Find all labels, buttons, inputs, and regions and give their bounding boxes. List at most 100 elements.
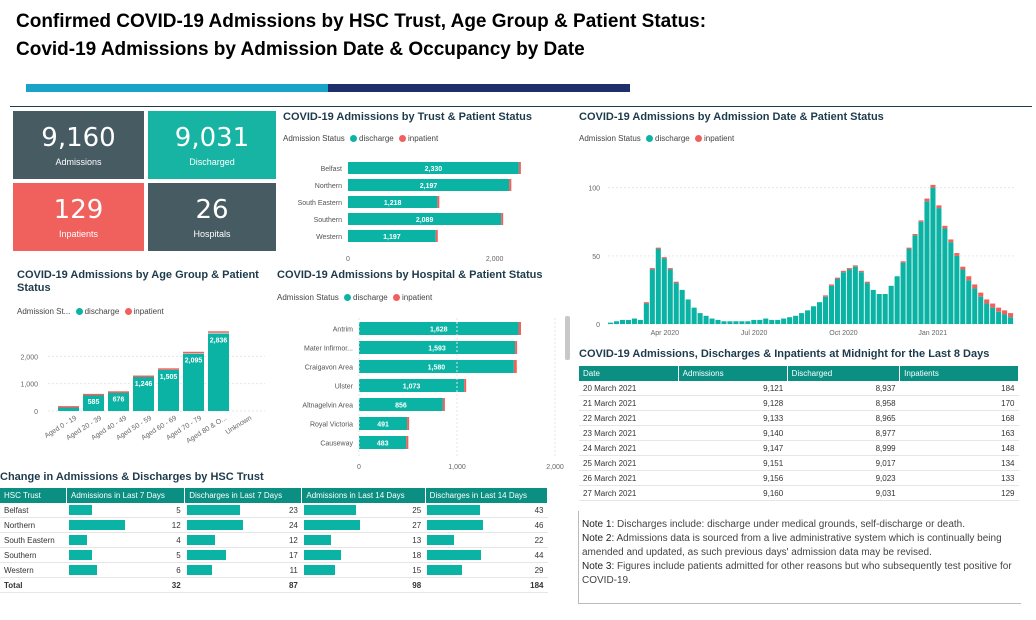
bar-category-label: Unknown	[225, 415, 254, 436]
timeline-chart[interactable]: 0 50 100 Apr 2020 Jul 2020 Oct 2020 Jan 2021	[578, 164, 1024, 342]
kpi-admissions[interactable]: 9,160 Admissions	[13, 111, 144, 179]
notes: Note 1: Discharges include: discharge un…	[582, 518, 1022, 588]
bar-discharge[interactable]	[183, 353, 204, 411]
bar-discharge[interactable]	[359, 417, 408, 430]
table-cell: 25 March 2021	[579, 455, 679, 471]
bar-discharge[interactable]	[58, 407, 79, 411]
discharge-dot-icon	[75, 308, 83, 316]
cell-value: 4	[176, 535, 181, 545]
bar-inpatient[interactable]	[108, 391, 129, 393]
area-bar-discharge	[816, 302, 823, 324]
kpi-discharged[interactable]: 9,031 Discharged	[148, 111, 276, 179]
change-col-header[interactable]: HSC Trust	[0, 488, 67, 503]
area-bar-discharge	[679, 289, 685, 324]
discharge-dot-icon	[344, 294, 352, 302]
legend-discharge: discharge	[84, 307, 120, 316]
note-text: Admissions data is sourced from a live a…	[582, 533, 1002, 558]
area-bar-discharge	[876, 294, 882, 324]
note-text: Discharges include: discharge under medi…	[614, 519, 965, 530]
table-cell: 25	[301, 503, 426, 518]
bar-discharge[interactable]	[359, 341, 516, 354]
area-bar-discharge	[751, 319, 757, 324]
table-cell: 8,965	[787, 410, 900, 426]
hospital-chart[interactable]: Antrim 1,628 Mater Infirmor... 1,593 Craigav…	[275, 314, 565, 472]
daily-col-header[interactable]: Discharged	[787, 366, 901, 381]
bar-inpatient[interactable]	[509, 179, 512, 191]
area-bar-discharge	[846, 269, 852, 324]
daily-col-header[interactable]: Inpatients	[899, 366, 1019, 381]
bar-discharge[interactable]	[83, 395, 104, 411]
bar-inpatient[interactable]	[83, 393, 104, 396]
bar-inpatient[interactable]	[442, 398, 445, 411]
bar-discharge[interactable]	[359, 398, 443, 411]
bar-inpatient[interactable]	[406, 436, 409, 449]
timeline-chart-legend[interactable]: Admission Status discharge inpatient	[579, 134, 734, 143]
table-row: 20 March 2021 9,121 8,937 184	[579, 381, 1019, 396]
trust-chart[interactable]: Belfast 2,330 Northern 2,197 South Eastern 1,…	[280, 156, 560, 264]
bar-inpatient[interactable]	[518, 162, 521, 174]
area-bar-inpatient	[978, 292, 984, 297]
bar-value-label: 856	[395, 403, 407, 410]
bar-inpatient[interactable]	[513, 360, 517, 373]
bar-discharge[interactable]	[108, 392, 129, 411]
trust-chart-legend[interactable]: Admission Status discharge inpatient	[283, 134, 438, 143]
table-cell: 9,128	[678, 395, 788, 411]
table-row: 22 March 2021 9,133 8,965 168	[579, 410, 1019, 426]
bar-discharge[interactable]	[348, 179, 510, 191]
bar-inpatient[interactable]	[158, 368, 179, 370]
hospital-chart-legend[interactable]: Admission Status discharge inpatient	[277, 293, 432, 302]
area-bar-discharge	[888, 285, 894, 324]
daily-col-header[interactable]: Date	[579, 366, 679, 381]
area-bar-inpatient	[924, 198, 930, 202]
bar-discharge[interactable]	[348, 213, 502, 225]
bar-inpatient[interactable]	[208, 331, 229, 333]
bar-discharge[interactable]	[348, 196, 438, 208]
daily-col-header[interactable]: Admissions	[678, 366, 788, 381]
bar-discharge[interactable]	[158, 369, 179, 411]
bar-inpatient[interactable]	[518, 322, 521, 335]
cell-data-bar	[68, 565, 97, 575]
area-bar-discharge	[709, 318, 715, 324]
bar-discharge[interactable]	[359, 379, 465, 392]
area-bar-discharge	[822, 296, 829, 324]
bar-inpatient[interactable]	[515, 341, 518, 354]
bar-discharge[interactable]	[359, 360, 514, 373]
table-cell: 8,958	[787, 395, 900, 411]
total-cell: 32	[66, 577, 185, 593]
change-col-header[interactable]: Discharges in Last 7 Days	[184, 488, 303, 503]
age-chart-legend[interactable]: Admission St... discharge inpatient	[17, 307, 164, 316]
kpi-hospitals[interactable]: 26 Hospitals	[148, 183, 276, 251]
bar-inpatient[interactable]	[435, 230, 438, 242]
bar-inpatient[interactable]	[501, 213, 504, 225]
area-bar-discharge	[870, 289, 876, 324]
bar-category-label: Causeway	[320, 441, 353, 448]
area-bar-discharge	[781, 318, 787, 324]
hospital-chart-scrollbar[interactable]	[565, 316, 570, 360]
bar-discharge[interactable]	[359, 322, 519, 335]
change-col-header[interactable]: Discharges in Last 14 Days	[425, 488, 549, 503]
bar-inpatient[interactable]	[133, 375, 154, 378]
table-cell: 15	[301, 562, 426, 578]
bar-discharge[interactable]	[208, 333, 229, 411]
bar-discharge[interactable]	[348, 162, 519, 174]
bar-inpatient[interactable]	[464, 379, 467, 392]
bar-value-label: 1,073	[403, 384, 421, 391]
bar-category-label: Northern	[315, 183, 342, 190]
table-row: 23 March 2021 9,140 8,977 163	[579, 425, 1019, 441]
area-bar-inpatient	[852, 265, 858, 267]
bar-discharge[interactable]	[133, 376, 154, 411]
change-col-header[interactable]: Admissions in Last 14 Days	[301, 488, 426, 503]
bar-inpatient[interactable]	[183, 351, 204, 354]
cell-value: 11	[289, 565, 298, 575]
bar-inpatient[interactable]	[437, 196, 440, 208]
bar-inpatient[interactable]	[58, 406, 79, 408]
area-bar-inpatient	[996, 307, 1002, 312]
table-cell: 5	[66, 503, 185, 518]
bar-discharge[interactable]	[348, 230, 436, 242]
cell-value: 18	[412, 550, 422, 560]
kpi-inpatients[interactable]: 129 Inpatients	[13, 183, 144, 251]
bar-discharge[interactable]	[359, 436, 407, 449]
bar-inpatient[interactable]	[407, 417, 410, 430]
change-col-header[interactable]: Admissions in Last 7 Days	[66, 488, 186, 503]
